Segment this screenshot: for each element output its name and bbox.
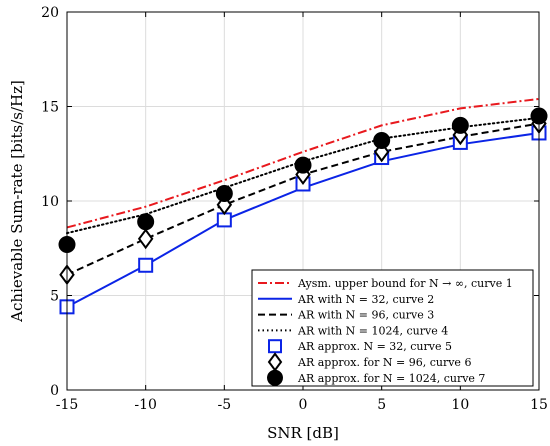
x-tick-label: 10 (451, 397, 469, 413)
series-7-point (215, 184, 233, 202)
legend-label-2: AR with N = 32, curve 2 (297, 293, 434, 306)
y-tick-label: 20 (41, 5, 59, 21)
series-7-point (373, 132, 391, 150)
x-tick-label: -10 (134, 397, 157, 413)
y-tick-label: 0 (50, 383, 59, 399)
x-tick-label: 5 (377, 397, 386, 413)
x-tick-label: -5 (218, 397, 232, 413)
tick-labels: -15 -10 -5 0 5 10 15 0 5 10 15 20 (41, 5, 548, 413)
y-tick-label: 5 (50, 289, 59, 305)
legend-box (251, 269, 534, 387)
legend: Aysm. upper bound for N → ∞, curve 1 AR w… (251, 269, 534, 387)
series-7-point (137, 213, 155, 231)
x-tick-label: -15 (56, 397, 79, 413)
series-5-point (216, 212, 232, 228)
series-5-point (138, 257, 154, 273)
legend-swatch-7 (267, 369, 283, 386)
legend-label-5: AR approx. N = 32, curve 5 (297, 340, 452, 353)
legend-swatch-5 (268, 339, 282, 354)
legend-label-1: Aysm. upper bound for N → ∞, curve 1 (297, 277, 513, 290)
legend-label-7: AR approx. for N = 1024, curve 7 (297, 372, 485, 385)
y-axis-label: Achievable Sum-rate [bits/s/Hz] (8, 80, 26, 323)
legend-label-6: AR approx. for N = 96, curve 6 (297, 356, 471, 369)
series-7-point (451, 116, 469, 134)
legend-label-4: AR with N = 1024, curve 4 (297, 324, 448, 337)
series-7-point (294, 156, 312, 174)
legend-label-3: AR with N = 96, curve 3 (297, 309, 434, 322)
y-tick-label: 15 (41, 100, 59, 116)
series-6-point (137, 228, 154, 250)
series-line-1 (66, 97, 540, 229)
x-tick-label: 15 (530, 397, 548, 413)
y-tick-label: 10 (41, 194, 59, 210)
x-tick-label: 0 (299, 397, 308, 413)
x-axis-label: SNR [dB] (267, 424, 339, 442)
